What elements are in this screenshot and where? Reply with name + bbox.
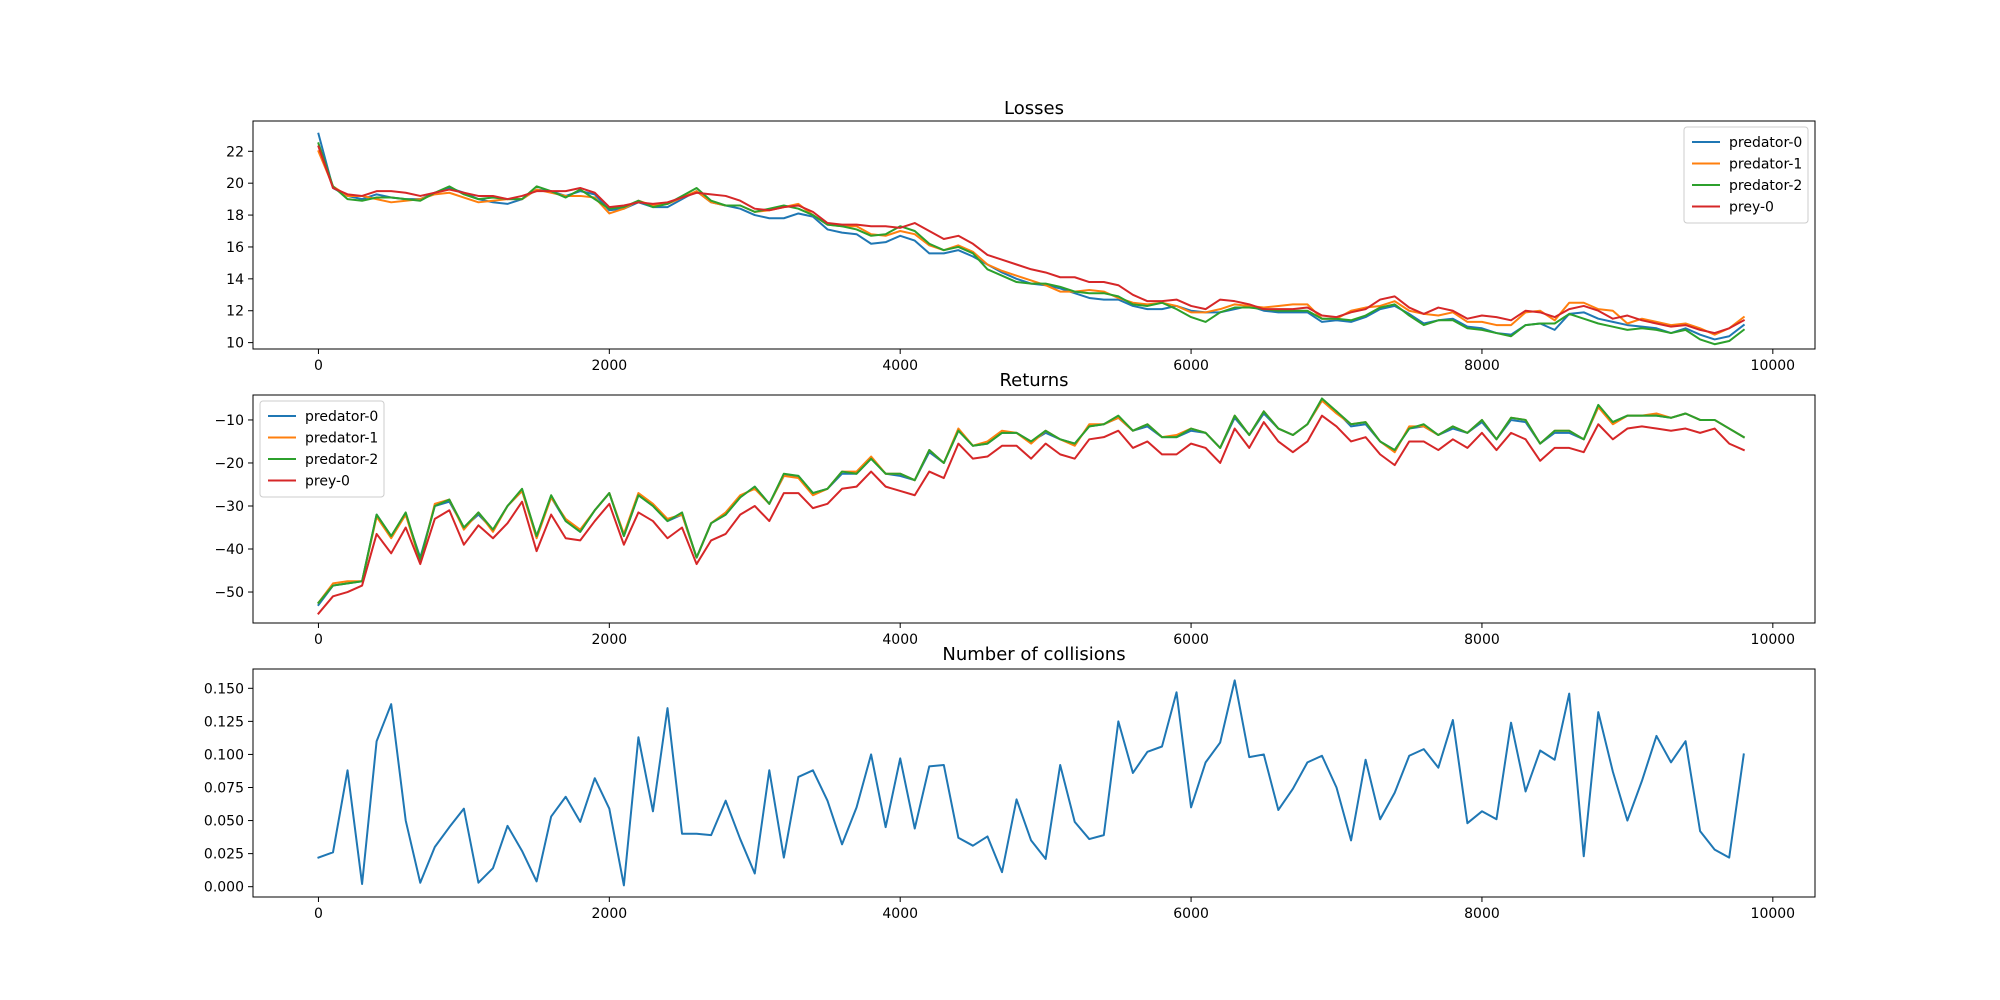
losses-y-tick-label: 18 [226, 208, 244, 224]
losses-y-tick-label: 22 [226, 144, 244, 160]
returns-x-tick-label: 4000 [882, 632, 918, 648]
returns-x-tick-label: 0 [314, 632, 323, 648]
returns-y-tick-label: −50 [214, 585, 244, 601]
losses-x-tick-label: 6000 [1173, 358, 1209, 374]
collisions-axes-frame [252, 668, 1816, 898]
losses-x-tick-label: 8000 [1464, 358, 1500, 374]
returns-legend-label-prey-0: prey-0 [305, 474, 350, 490]
returns-x-tick-label: 2000 [592, 632, 628, 648]
losses-x-tick-label: 2000 [592, 358, 628, 374]
losses-legend-label-predator-0: predator-0 [1729, 135, 1802, 151]
losses-axes-frame [252, 120, 1816, 350]
returns-x-tick-label: 6000 [1173, 632, 1209, 648]
collisions-x-tick-label: 6000 [1173, 906, 1209, 922]
collisions-y-tick-label: 0.125 [204, 714, 244, 730]
returns-x-tick-label: 8000 [1464, 632, 1500, 648]
losses-series-layer [317, 132, 1746, 346]
collisions-title: Number of collisions [942, 644, 1125, 665]
losses-line-prey-0 [317, 145, 1746, 335]
collisions-y-tick-label: 0.100 [204, 747, 244, 763]
losses-x-tick-label: 4000 [882, 358, 918, 374]
losses-x-ticks: 0 2000 4000 6000 8000 10000 [314, 349, 1795, 374]
losses-legend-label-predator-1: predator-1 [1729, 157, 1802, 173]
collisions-x-tick-label: 8000 [1464, 906, 1500, 922]
collisions-chart: Number of collisions 0 2000 4000 6000 8000 10… [204, 644, 1816, 922]
losses-chart: Losses 0 2000 4000 6000 8000 10000 10 12 14 16 18… [226, 98, 1816, 374]
returns-series-layer [317, 397, 1746, 615]
collisions-x-tick-label: 2000 [592, 906, 628, 922]
losses-y-tick-label: 14 [226, 272, 244, 288]
losses-y-tick-label: 20 [226, 176, 244, 192]
collisions-x-tick-label: 0 [314, 906, 323, 922]
returns-x-tick-label: 10000 [1751, 632, 1796, 648]
returns-y-tick-label: −10 [214, 413, 244, 429]
returns-y-ticks: −50 −40 −30 −20 −10 [214, 413, 253, 601]
returns-title: Returns [999, 370, 1068, 391]
collisions-y-tick-label: 0.050 [204, 814, 244, 830]
returns-chart: Returns 0 2000 4000 6000 8000 10000 −50 −40 −30… [214, 370, 1816, 648]
returns-legend-label-predator-1: predator-1 [305, 431, 378, 447]
collisions-x-tick-label: 10000 [1751, 906, 1796, 922]
returns-line-prey-0 [317, 414, 1746, 615]
losses-line-predator-2 [317, 142, 1746, 346]
losses-legend-label-prey-0: prey-0 [1729, 200, 1774, 216]
collisions-y-tick-label: 0.150 [204, 681, 244, 697]
losses-legend-label-predator-2: predator-2 [1729, 178, 1802, 194]
losses-title: Losses [1004, 98, 1064, 119]
collisions-line-series-0 [317, 679, 1745, 887]
returns-legend-label-predator-0: predator-0 [305, 409, 378, 425]
collisions-y-tick-label: 0.000 [204, 880, 244, 896]
losses-y-tick-label: 16 [226, 240, 244, 256]
returns-legend: predator-0 predator-1 predator-2 prey-0 [259, 400, 385, 498]
collisions-series-layer [317, 679, 1745, 887]
collisions-y-ticks: 0.000 0.025 0.050 0.075 0.100 0.125 0.150 [204, 681, 253, 896]
losses-x-tick-label: 0 [314, 358, 323, 374]
returns-legend-label-predator-2: predator-2 [305, 452, 378, 468]
losses-legend: predator-0 predator-1 predator-2 prey-0 [1683, 126, 1809, 224]
returns-x-ticks: 0 2000 4000 6000 8000 10000 [314, 623, 1795, 648]
collisions-y-tick-label: 0.025 [204, 847, 244, 863]
returns-y-tick-label: −20 [214, 456, 244, 472]
returns-y-tick-label: −30 [214, 499, 244, 515]
returns-legend-box [259, 400, 385, 498]
losses-y-tick-label: 12 [226, 304, 244, 320]
returns-y-tick-label: −40 [214, 542, 244, 558]
losses-legend-box [1683, 126, 1809, 224]
returns-axes-frame [252, 394, 1816, 624]
losses-x-tick-label: 10000 [1751, 358, 1796, 374]
returns-line-predator-2 [317, 397, 1746, 605]
collisions-x-tick-label: 4000 [882, 906, 918, 922]
losses-y-tick-label: 10 [226, 336, 244, 352]
losses-y-ticks: 10 12 14 16 18 20 22 [226, 144, 253, 352]
collisions-x-ticks: 0 2000 4000 6000 8000 10000 [314, 897, 1795, 922]
collisions-y-tick-label: 0.075 [204, 780, 244, 796]
